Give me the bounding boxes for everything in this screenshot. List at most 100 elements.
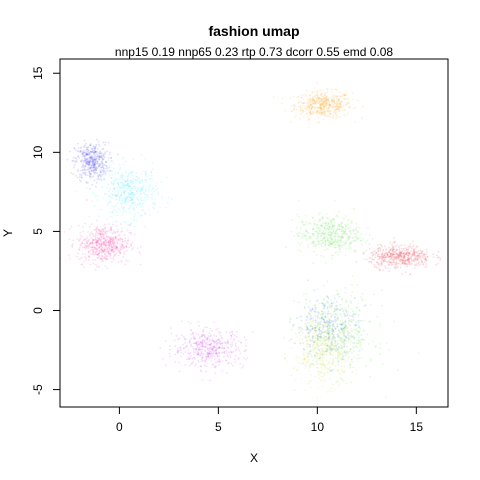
data-point (328, 337, 331, 340)
data-point (110, 193, 112, 195)
data-point (334, 342, 336, 345)
data-point (338, 331, 341, 333)
data-point (328, 226, 331, 228)
data-point (355, 260, 358, 263)
data-point (307, 119, 310, 122)
data-point (307, 109, 310, 112)
data-point (394, 250, 397, 253)
data-point (106, 169, 109, 172)
data-point (103, 244, 105, 247)
data-point (90, 156, 93, 159)
data-point (208, 343, 211, 346)
data-point (104, 253, 107, 256)
data-point (349, 105, 352, 108)
data-point (348, 102, 350, 105)
data-point (386, 252, 389, 255)
data-point (322, 241, 325, 244)
data-point (407, 248, 410, 250)
data-point (348, 331, 351, 334)
data-point (123, 201, 125, 204)
data-point (104, 257, 107, 260)
data-point (99, 238, 102, 241)
data-point (404, 253, 406, 256)
data-point (102, 141, 105, 144)
data-point (339, 372, 341, 375)
data-point (120, 174, 123, 177)
data-point (330, 315, 333, 317)
data-point (341, 236, 344, 239)
data-point (87, 182, 89, 184)
data-point (336, 357, 338, 360)
data-point (75, 149, 77, 152)
data-point (312, 233, 314, 236)
data-point (115, 245, 117, 248)
data-point (103, 164, 106, 166)
data-point (91, 223, 93, 225)
data-point (326, 348, 329, 351)
data-point (117, 230, 120, 233)
data-point (117, 248, 119, 250)
data-point (320, 100, 323, 103)
data-point (326, 319, 328, 322)
data-point (106, 258, 109, 261)
data-point (334, 339, 337, 342)
data-point (206, 356, 209, 358)
data-point (93, 204, 96, 207)
data-point (80, 257, 82, 260)
data-point (397, 265, 399, 268)
data-point (176, 351, 179, 354)
data-point (212, 338, 214, 341)
data-point (399, 253, 402, 256)
data-point (99, 232, 101, 235)
data-point (320, 234, 323, 236)
data-point (199, 354, 201, 357)
data-point (348, 338, 351, 340)
data-point (328, 347, 331, 350)
data-point (345, 354, 347, 357)
data-point (336, 380, 338, 382)
data-point (332, 330, 334, 333)
data-point (112, 237, 114, 239)
data-point (89, 166, 92, 169)
data-point (327, 338, 330, 341)
data-point (391, 261, 394, 263)
data-point (132, 185, 135, 188)
data-point (290, 230, 293, 233)
data-point (112, 183, 115, 186)
data-point (83, 154, 85, 156)
data-point (329, 105, 332, 108)
data-point (346, 350, 348, 353)
data-point (103, 156, 106, 159)
data-point (338, 228, 340, 231)
data-point (111, 232, 114, 235)
data-point (322, 317, 324, 320)
data-point (126, 174, 129, 177)
data-point (410, 253, 413, 256)
data-point (144, 196, 146, 199)
data-point (309, 236, 311, 238)
data-point (414, 247, 416, 250)
data-point (90, 164, 93, 167)
data-point (300, 319, 303, 322)
data-point (93, 166, 95, 169)
data-point (214, 347, 217, 349)
data-point (117, 185, 120, 188)
data-point (345, 104, 347, 106)
data-point (340, 344, 342, 347)
data-point (131, 187, 134, 190)
data-point (102, 259, 104, 262)
cluster-2 (74, 153, 173, 237)
data-point (195, 341, 198, 344)
data-point (416, 255, 418, 258)
data-point (403, 251, 406, 254)
data-point (328, 110, 330, 113)
data-point (329, 312, 332, 315)
data-point (204, 326, 206, 329)
data-point (349, 241, 352, 244)
data-point (315, 334, 318, 337)
data-point (417, 262, 420, 265)
data-point (127, 237, 130, 240)
data-point (131, 201, 134, 204)
data-point (300, 334, 302, 336)
data-point (406, 259, 409, 261)
